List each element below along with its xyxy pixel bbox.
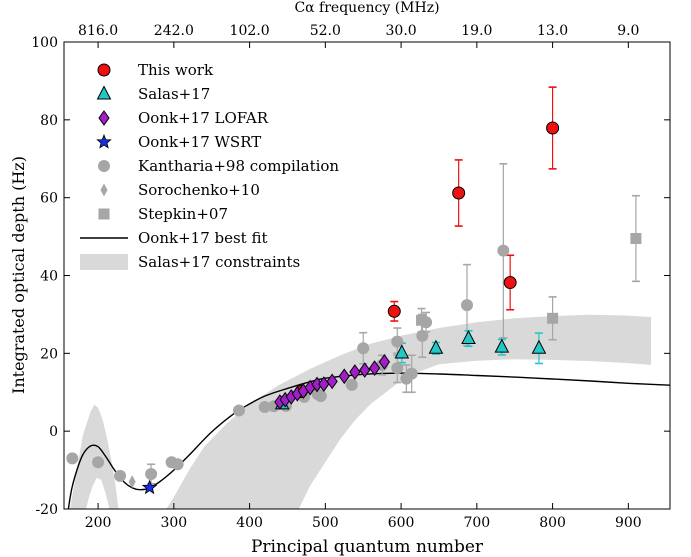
legend-label-oonk-17-best-fit: Oonk+17 best fit: [138, 229, 268, 247]
point-kantharia-98-compilation-0: [66, 452, 79, 465]
point-kantharia-98-compilation-7: [258, 401, 271, 414]
top-tick-label-13.0: 13.0: [537, 23, 568, 39]
y-tick-label-60: 60: [40, 191, 58, 207]
top-tick-label-102.0: 102.0: [230, 23, 270, 39]
point-oonk-17-lofar-12: [368, 360, 381, 376]
top-tick-label-242.0: 242.0: [154, 23, 194, 39]
point-stepkin-07-2: [630, 233, 642, 245]
point-oonk-17-lofar-9: [338, 368, 350, 385]
point-stepkin-07-1: [547, 312, 559, 324]
legend-marker-kantharia-98-compilation: [98, 160, 110, 172]
point-kantharia-98-compilation-22: [460, 299, 473, 312]
point-salas-17-4: [494, 338, 510, 353]
x-tick-label-900: 900: [615, 515, 642, 531]
y-tick-label-100: 100: [31, 35, 58, 51]
point-kantharia-98-compilation-5: [171, 458, 184, 471]
legend-label-salas-17: Salas+17: [138, 85, 210, 103]
point-kantharia-98-compilation-16: [391, 335, 404, 348]
point-kantharia-98-compilation-3: [145, 467, 158, 480]
point-kantharia-98-compilation-1: [92, 456, 105, 469]
point-this-work-2: [452, 186, 466, 200]
y-tick-label--20: -20: [35, 502, 58, 518]
y-tick-label-0: 0: [49, 424, 58, 440]
point-kantharia-98-compilation-6: [232, 404, 245, 417]
best-fit-curve: [67, 372, 670, 509]
y-tick-label-80: 80: [40, 113, 58, 129]
point-oonk-17-wsrt-0: [141, 479, 158, 495]
constraint-region-low-n: [70, 404, 119, 509]
x-tick-label-600: 600: [388, 515, 415, 531]
point-salas-17-1: [394, 344, 410, 359]
point-salas-17-5: [531, 339, 547, 354]
point-kantharia-98-compilation-12: [314, 390, 327, 403]
point-oonk-17-lofar-10: [349, 364, 361, 380]
top-tick-label-816.0: 816.0: [78, 23, 118, 39]
point-this-work-1: [387, 304, 401, 318]
point-kantharia-98-compilation-2: [114, 469, 127, 482]
point-oonk-17-lofar-8: [326, 373, 338, 390]
x-tick-label-300: 300: [160, 515, 187, 531]
legend-patch-salas-17-constraints: [80, 254, 128, 270]
constraint-region-band: [166, 314, 652, 509]
point-kantharia-98-compilation-13: [345, 378, 358, 391]
top-tick-label-19.0: 19.0: [461, 23, 492, 39]
legend-label-kantharia-98-compilation: Kantharia+98 compilation: [138, 157, 339, 175]
point-stepkin-07-0: [416, 314, 428, 326]
y-axis-label: Integrated optical depth (Hz): [9, 156, 28, 394]
point-kantharia-98-compilation-17: [391, 362, 404, 375]
top-axis-label: Cα frequency (MHz): [294, 0, 439, 16]
legend-label-salas-17-constraints: Salas+17 constraints: [138, 253, 300, 271]
legend-marker-sorochenko-10: [100, 183, 108, 197]
point-kantharia-98-compilation-20: [416, 329, 429, 342]
legend-marker-salas-17: [96, 85, 112, 100]
legend-label-this-work: This work: [138, 61, 214, 79]
legend-marker-this-work: [97, 63, 111, 77]
y-tick-label-40: 40: [40, 269, 58, 285]
top-tick-label-30.0: 30.0: [386, 23, 417, 39]
top-tick-label-52.0: 52.0: [310, 23, 341, 39]
legend-label-oonk-17-wsrt: Oonk+17 WSRT: [138, 133, 261, 151]
constraints-layer: [70, 314, 652, 509]
point-this-work-3: [503, 276, 517, 290]
point-kantharia-98-compilation-19: [405, 367, 418, 380]
legend-marker-stepkin-07: [98, 208, 110, 220]
point-kantharia-98-compilation-14: [357, 342, 370, 355]
point-this-work-4: [546, 121, 560, 135]
marker-layer: [66, 121, 642, 495]
legend-label-stepkin-07: Stepkin+07: [138, 205, 228, 223]
x-tick-label-800: 800: [539, 515, 566, 531]
legend-label-sorochenko-10: Sorochenko+10: [138, 181, 260, 199]
point-oonk-17-lofar-13: [378, 354, 391, 370]
point-sorochenko-10-0: [128, 475, 136, 489]
point-salas-17-3: [461, 329, 476, 345]
legend-marker-oonk-17-wsrt: [96, 133, 112, 149]
point-kantharia-98-compilation-23: [497, 244, 510, 257]
legend-marker-oonk-17-lofar: [98, 110, 110, 126]
point-oonk-17-lofar-11: [359, 362, 371, 378]
legend-label-oonk-17-lofar: Oonk+17 LOFAR: [138, 109, 269, 127]
x-tick-label-200: 200: [85, 515, 112, 531]
x-tick-label-700: 700: [463, 515, 490, 531]
point-salas-17-2: [428, 339, 444, 354]
fit-layer: [67, 372, 670, 509]
top-tick-label-9.0: 9.0: [617, 23, 639, 39]
x-tick-label-500: 500: [312, 515, 339, 531]
legend: This work Salas+17 Oonk+17 LOFAR Oonk+17 WS…: [80, 61, 339, 271]
x-axis-label: Principal quantum number: [251, 537, 484, 557]
y-tick-label-20: 20: [40, 346, 58, 362]
x-tick-label-400: 400: [236, 515, 263, 531]
